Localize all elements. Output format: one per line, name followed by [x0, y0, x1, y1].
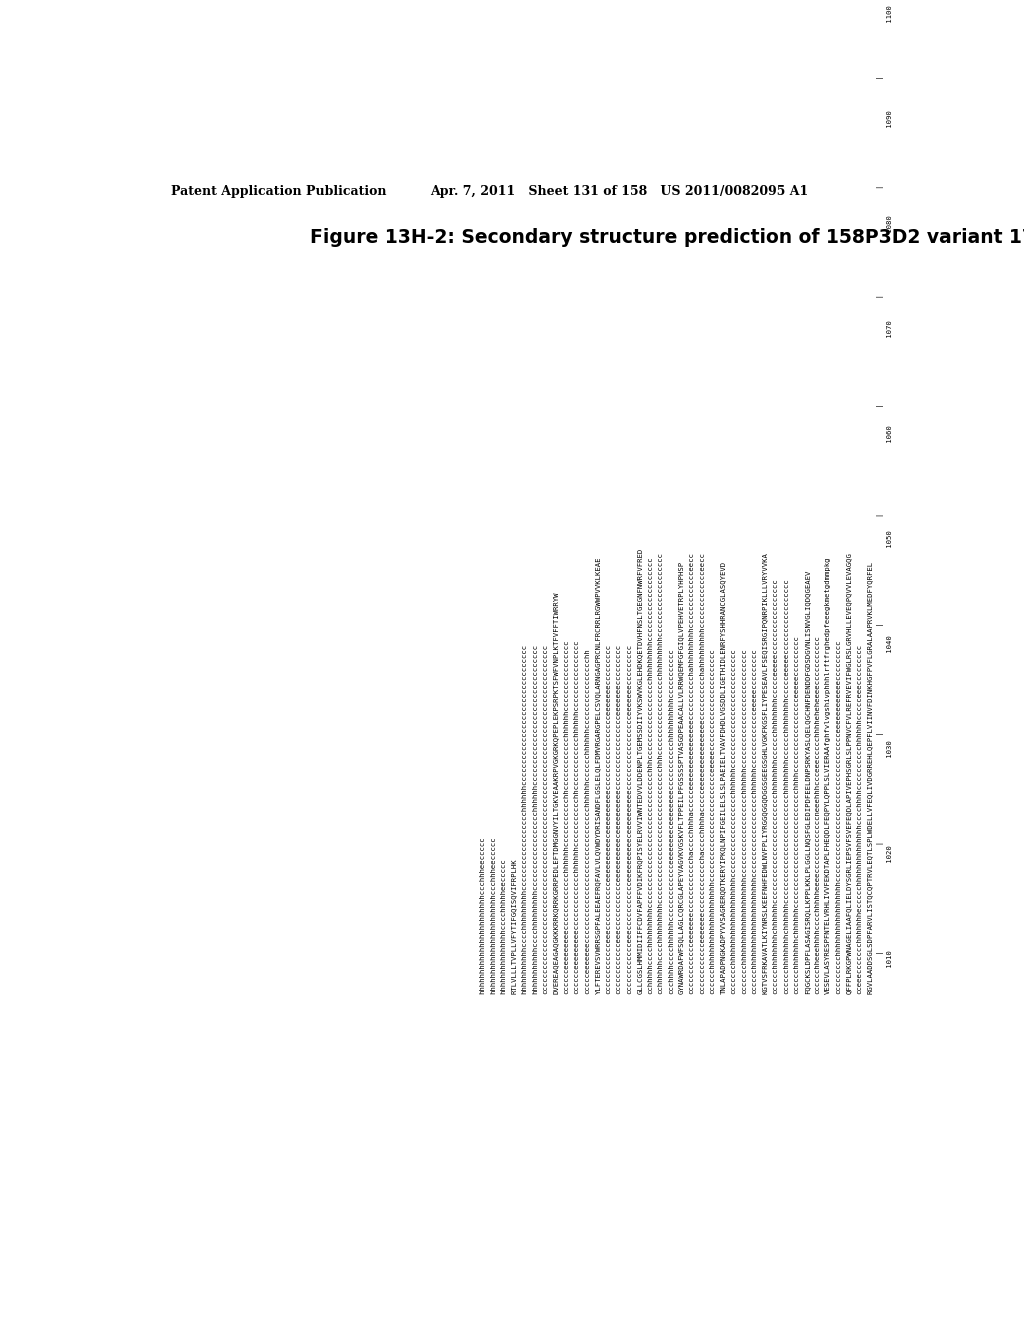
Text: 1010                    1020                    1030                    1040    : 1010 1020 1030 1040: [888, 5, 894, 994]
Text: ccccccccchhhhhhhhhhhhhhhhhcccccccccccccccccccccccccccccccccceeeeeeeeeeeecccccccc: ccccccccchhhhhhhhhhhhhhhhhcccccccccccccc…: [836, 639, 841, 994]
Text: hhhhhhhhhhhhhhhhhhhhhhhccchhheeccccc: hhhhhhhhhhhhhhhhhhhhhhhccchhheeccccc: [489, 837, 496, 994]
Text: RGVLAADDSGLSDPFARVLISTQCQPTRVLEQTLSPLWDELLVFEQLIVDGRREHLQEPFLVIINVFDINKHGFPVFLGR: RGVLAADDSGLSDPFARVLISTQCQPTRVLEQTLSPLWDE…: [866, 561, 872, 994]
Text: RTLVLLLTVPLLVFYTIFGQISQVIFRPLHK: RTLVLLLTVPLLVFYTIFGQISQVIFRPLHK: [511, 858, 517, 994]
Text: hhhhhhhhhhhhhhhcccchhhhheeccccc: hhhhhhhhhhhhhhhcccchhhhheeccccc: [501, 858, 507, 994]
Text: hhhhhhhhhhhcccchhhhhhhhhcccccccccccccccccchhhhhhcccccccccccccccccccccccccccccccc: hhhhhhhhhhhcccchhhhhhhhhcccccccccccccccc…: [531, 644, 538, 994]
Text: ccchhhhcccchhhhhhccccccccccccceeeeeeeeceeeeeeeeccccccccccchhhhhhhhhhccccccccccc: ccchhhhcccchhhhhhccccccccccccceeeeeeeece…: [668, 648, 674, 994]
Text: GLLCGSLHMMIDIIFFCDVFAPFFVDIKFRQPISYELRVVIWNTEDVVLDDENPLTGEMSSDIIYVKSWVKGLEHDKQET: GLLCGSLHMMIDIIFFCDVFAPFFVDIKFRQPISYELRVV…: [636, 548, 642, 994]
Text: cccccchheeehhhhcccchhhhheeeecccccccccccccneeehhhccceeeccccchhhheheheeeeccccccccc: cccccchheeehhhhcccchhhhheeeecccccccccccc…: [814, 635, 820, 994]
Text: Apr. 7, 2011   Sheet 131 of 158   US 2011/0082095 A1: Apr. 7, 2011 Sheet 131 of 158 US 2011/00…: [430, 185, 809, 198]
Text: cchhhhhhcccchhhhhhhhhccccccccccccccccccccccccccccccchhhcccccccccccccccccchhhhhhh: cchhhhhhcccchhhhhhhhhccccccccccccccccccc…: [657, 552, 664, 994]
Text: VESEVLASYRESPFNTELVRHLIVVFEKDTAPLFHEQDLFEQPYLQPPLSLVIERAAfghfvlvgshivphhhlrftfrg: VESEVLASYRESPFNTELVRHLIVVFEKDTAPLFHEQDLF…: [824, 556, 830, 994]
Text: ccccccchhhhhhhhhhhhhhhhhhhhccccccccccccccccccchhhhhhccccccccccccccccccccccccccc: ccccccchhhhhhhhhhhhhhhhhhhhccccccccccccc…: [741, 648, 748, 994]
Text: TNLAPADPNGKADPYVVSAGRERQDTKERYIPKQLNPIFGEILELSLSLPAEIELTVAVFDHDLVGSDDLIGETHIDLEN: TNLAPADPNGKADPYVVSAGRERQDTKERYIPKQLNPIFG…: [720, 561, 726, 994]
Text: cccccchhhhhhhhchhhhhhccccccccccccccccccccccccchhhhhhhhcccccchhhhhhhhccccceeeeecc: cccccchhhhhhhhchhhhhhccccccccccccccccccc…: [783, 578, 788, 994]
Text: KGTVSFRKAVATLKIYNRSLKEEFNHFEDWLNVFPLIYRGGQGGQDGGSGEEGSGHLVGKFKGSFLIYPESEAVLFSEQI: KGTVSFRKAVATLKIYNRSLKEEFNHFEDWLNVFPLIYRG…: [762, 552, 768, 994]
Text: FQGCKSLDPFLASAGISRQLLKPPLKKLPLGGLLNQSFGLEDIPDFEELDNPSRKYASLQELQGCHNFDENDDFGDSDGV: FQGCKSLDPFLASAGISRQLLKPPLKKLPLGGLLNQSFGL…: [804, 569, 810, 994]
Text: cccccccccccceeeccccccccccceeeeeeeeeeceeeeeeeeeeccccccccccccccccceeeeeeeccccccccc: cccccccccccceeeccccccccccceeeeeeeeeeceee…: [605, 644, 611, 994]
Text: cccccceeeeeeeeeccccccccccccchhhhhhccccccccccchhcccccccccccchhhhhhccccccccccccccc: cccccceeeeeeeeeccccccccccccchhhhhhcccccc…: [573, 639, 580, 994]
Text: cccccchhhhhhhchhhhhhccccccccccccccccccccccccccchhhhccccccccccccccccceeeeeccccccc: cccccchhhhhhhchhhhhhcccccccccccccccccccc…: [794, 635, 800, 994]
Text: cccccchhhhhhhhhhhhhhhhhhhhccccccccccccccccccccccccceeeeeccccccccccccccccccccccc: cccccchhhhhhhhhhhhhhhhhhhhcccccccccccccc…: [710, 648, 716, 994]
Text: cccccccccccceeeccccccccccceeeeeeeeeeceeeeeeeeeeccccccccccccccccceeeeeeeccccccccc: cccccccccccceeeccccccccccceeeeeeeeeeceee…: [626, 644, 632, 994]
Text: ccccccchhhhhhhhhhhhhhhhhhhhccccccccccccccccccchhhhhhccccccccccccccccccccccccccc: ccccccchhhhhhhhhhhhhhhhhhhhccccccccccccc…: [730, 648, 736, 994]
Text: QFFPLRKGPWNAGELIAAFQLIELDYSGRLIEPSVFSVEFEQDLAPIVEPHSGRLSLPPNVCFVLREFRVEVIFWGLRSL: QFFPLRKGPWNAGELIAAFQLIELDYSGRLIEPSVFSVEF…: [846, 552, 852, 994]
Text: cceeeccccccchhhhhhheccccchhhhhhhhhhhhhhcccchhhhcccccccccchhhhhhccccceeeccccccccc: cceeeccccccchhhhhhheccccchhhhhhhhhhhhhhc…: [856, 644, 862, 994]
Text: cccccccccccceeeeeeecccccccccccchacccchhhhaccccceeeeeeeeeeeeeeeecccccccccchahhhhh: cccccccccccceeeeeeecccccccccccchacccchhh…: [689, 552, 694, 994]
Text: ccccceeeeeeeccccccccccccccccccccccccccccccchhhhhhcccccchhhhhhcccccccccccccccchh: ccccceeeeeeecccccccccccccccccccccccccccc…: [584, 648, 590, 994]
Text: |                        |                        |                        |    : | | | |: [877, 0, 884, 994]
Text: hhhhhhhhhhhhhhhhhhhhhhhccchhheeccccc: hhhhhhhhhhhhhhhhhhhhhhhccchhheeccccc: [479, 837, 485, 994]
Text: Figure 13H-2: Secondary structure prediction of 158P3D2 variant 17: Figure 13H-2: Secondary structure predic…: [310, 227, 1024, 247]
Text: cccccceeeeeeeeeccccccccccccchhhhhhccccccccccchhcccccccccccchhhhhhccccccccccccccc: cccccceeeeeeeeeccccccccccccchhhhhhcccccc…: [563, 639, 569, 994]
Text: cchhhhhcccchhhhhhhhhccccccccccccccccccccccccccccccchhhcccccccccccccccccchhhhhhhh: cchhhhhcccchhhhhhhhhcccccccccccccccccccc…: [647, 556, 653, 994]
Text: cccccccccccccccccccccccccccccccccccccccccccccccccccccccccccccccccccccccccccccccc: cccccccccccccccccccccccccccccccccccccccc…: [543, 644, 548, 994]
Text: hhhhhhhhhhhcccchhhhhhhhhcccccccccccccccccchhhhhhcccccccccccccccccccccccccccccccc: hhhhhhhhhhhcccchhhhhhhhhcccccccccccccccc…: [521, 644, 527, 994]
Text: cccccchhhhhhhhchhhhhhccccccccccccccccccccccccchhhhhhhhcccccchhhhhhhhccccceeeeecc: cccccchhhhhhhhchhhhhhccccccccccccccccccc…: [772, 578, 778, 994]
Text: DVEREAQEAGAQGKKKRRKQRRKGRRPEDLEFTDMGGNVYILTGKVEAAKRPVGKGRKQPEPLEKPSRPKTSFWFVNPLK: DVEREAQEAGAQGKKKRRKQRRKGRRPEDLEFTDMGGNVY…: [553, 591, 559, 994]
Text: cccccccccccceeeccccccccccceeeeeeeeeeceeeeeeeeeeccccccccccccccccceeeeeeeccccccccc: cccccccccccceeeccccccccccceeeeeeeeeeceee…: [615, 644, 622, 994]
Text: cccccchhhhhhhhhhhhhhhhhhhhhccccccccccccccccccchhhhhhccccccccccccceeeeeccccccccc: cccccchhhhhhhhhhhhhhhhhhhhhccccccccccccc…: [752, 648, 758, 994]
Text: cccccccccccceeeeeeecccccccccccchacccchhhhaccccceeeeeeeeeeeeeeeecccccccccchahhhhh: cccccccccccceeeeeeecccccccccccchacccchhh…: [699, 552, 706, 994]
Text: GYNAWRDAFWFSQLLAGLCQRCGLAPEYVAGVKVGSKVFLTPPEILPFGSSSSPTVASGDPEAACALLVLRRWQEMFGFG: GYNAWRDAFWFSQLLAGLCQRCGLAPEYVAGVKVGSKVFL…: [678, 561, 684, 994]
Text: YLFTEREVSVWRRSGPFALEEAEFRQFAVLVLQVWDYDRISANDFLGSLELQLFDMVRGARGPELCSVQLARNGAGPRCN: YLFTEREVSVWRRSGPFALEEAEFRQFAVLVLQVWDYDRI…: [595, 556, 600, 994]
Text: Patent Application Publication: Patent Application Publication: [171, 185, 386, 198]
